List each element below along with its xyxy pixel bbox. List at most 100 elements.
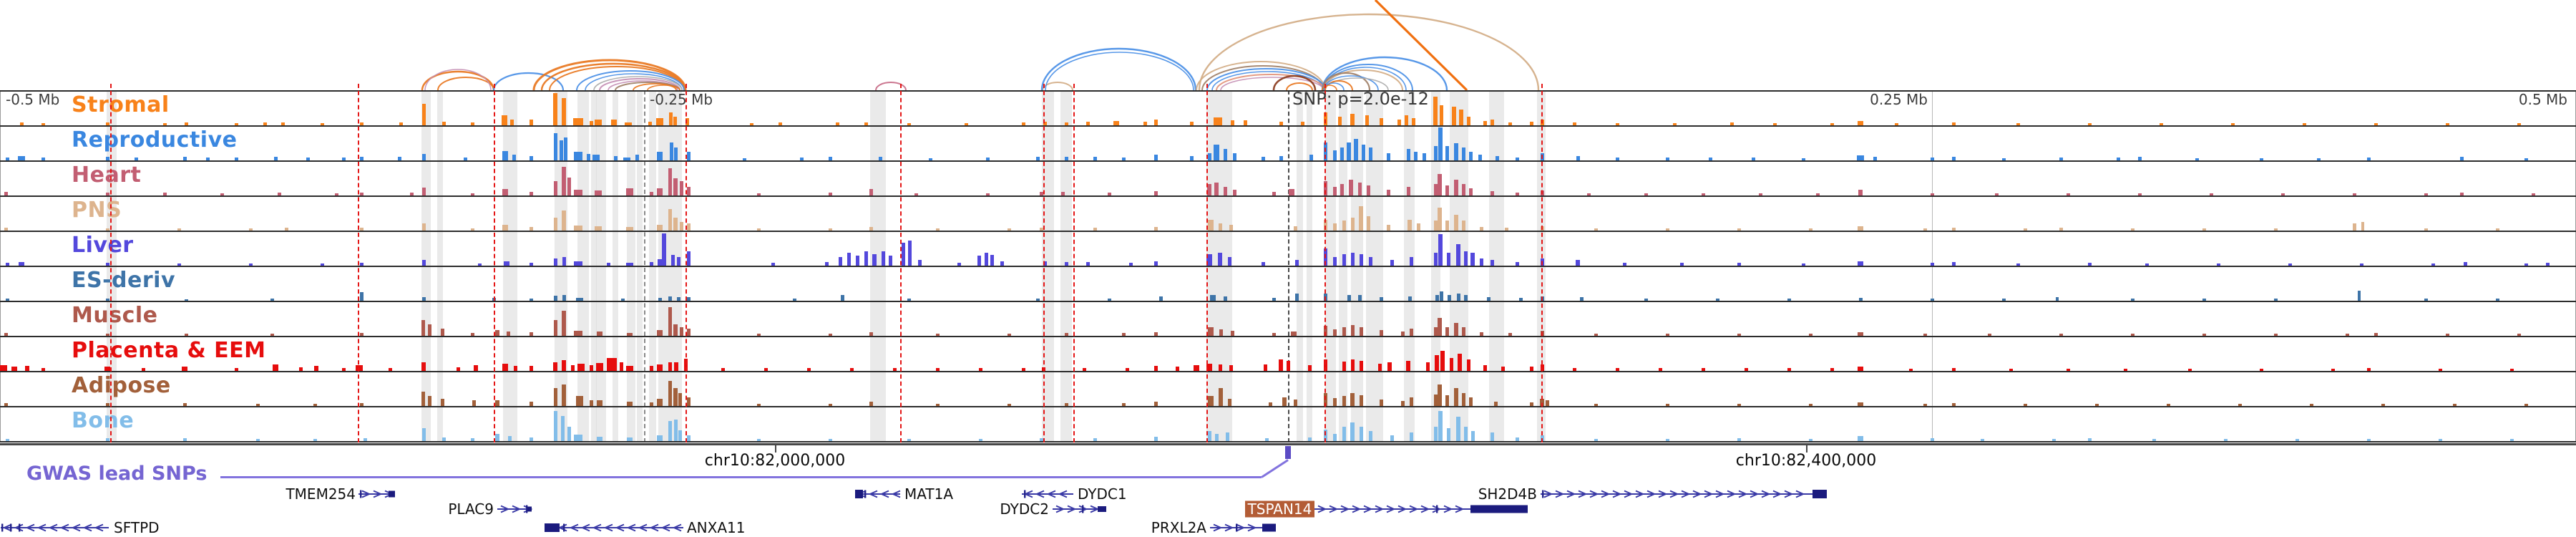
signal-peak: [1456, 294, 1460, 301]
exon-box: [1813, 490, 1827, 498]
signal-peak: [1951, 157, 1956, 160]
track-row-adipose: Adipose: [0, 371, 2576, 406]
signal-peak: [1039, 192, 1043, 195]
signal-peak: [334, 193, 338, 195]
signal-peak: [1007, 404, 1011, 406]
interaction-arcs-layer: [421, 0, 1540, 90]
signal-peak: [1808, 439, 1813, 441]
gene-dydc2: DYDC2: [1000, 500, 1106, 518]
signal-peak: [553, 320, 557, 336]
signal-peak: [1332, 329, 1337, 336]
signal-peak: [495, 434, 499, 441]
signal-peak: [1229, 365, 1233, 371]
signal-peak: [1340, 147, 1344, 160]
track-label-reproductive: Reproductive: [72, 127, 238, 153]
region-highlight-line: [900, 84, 902, 442]
signal-peak: [177, 263, 181, 266]
signal-peak: [184, 334, 188, 336]
signal-peak: [1701, 193, 1705, 195]
strand-chevron-icon: [512, 505, 522, 513]
signal-peak: [502, 115, 507, 125]
signal-peak: [1456, 244, 1460, 266]
signal-peak: [1153, 402, 1158, 406]
signal-peak: [623, 158, 630, 160]
signal-peak: [1340, 184, 1344, 195]
signal-peak: [427, 396, 431, 406]
gwas-pointer-diagonal: [1261, 459, 1289, 478]
signal-peak: [2166, 404, 2170, 406]
region-highlight-line: [686, 84, 687, 442]
interaction-arc: [437, 77, 494, 90]
track-label-bone: Bone: [72, 408, 135, 433]
signal-peak: [18, 156, 25, 160]
signal-peak: [1214, 117, 1222, 125]
signal-peak: [41, 158, 45, 160]
signal-peak: [828, 439, 832, 441]
strand-chevron-icon: [500, 505, 510, 513]
signal-peak: [668, 362, 672, 371]
interaction-arc: [1206, 68, 1326, 90]
strand-chevron-icon: [1236, 523, 1246, 532]
signal-peak: [1207, 431, 1211, 441]
signal-peak: [1594, 334, 1598, 336]
signal-peak: [792, 299, 796, 301]
signal-peak: [574, 190, 582, 195]
signal-peak: [1737, 404, 1741, 406]
strand-chevron-icon: [1612, 490, 1622, 498]
signal-peak: [2345, 334, 2349, 336]
signal-peak: [2059, 158, 2063, 160]
signal-peak: [1143, 122, 1147, 125]
strand-chevron-icon: [523, 505, 533, 513]
interaction-arc: [1040, 47, 1197, 90]
signal-peak: [529, 120, 533, 125]
signal-peak: [855, 256, 859, 266]
signal-peak: [1438, 208, 1442, 231]
signal-peak: [1043, 261, 1047, 266]
signal-peak: [2001, 158, 2006, 160]
signal-peak: [1207, 153, 1211, 160]
signal-peak: [1390, 435, 1394, 441]
signal-peak: [1064, 262, 1068, 266]
signal-peak: [673, 388, 678, 406]
signal-peak: [509, 120, 514, 125]
signal-peak: [359, 122, 364, 125]
offscreen-arc-limb: [1374, 0, 1468, 90]
signal-peak: [1350, 253, 1355, 266]
strand-chevron-icon: [82, 523, 92, 532]
signal-peak: [562, 98, 566, 125]
signal-peak: [1579, 297, 1584, 301]
signal-peak: [658, 259, 662, 266]
signal-peak: [2123, 369, 2127, 371]
signal-peak: [280, 122, 285, 125]
strand-chevron-icon: [580, 523, 590, 532]
signal-peak: [320, 123, 324, 125]
signal-peak: [1093, 157, 1097, 160]
signal-peak: [756, 334, 761, 336]
signal-peak: [2216, 263, 2220, 266]
signal-peak: [673, 218, 678, 231]
signal-peak: [1309, 155, 1313, 160]
signal-peak: [872, 254, 877, 266]
signal-peak: [2059, 228, 2063, 231]
interaction-arc: [1322, 84, 1337, 90]
signal-peak: [2495, 228, 2499, 231]
signal-peak: [1279, 359, 1283, 371]
signal-peak: [1229, 225, 1233, 231]
signal-peak: [2202, 299, 2206, 301]
signal-peak: [1125, 368, 1129, 371]
signal-peak: [1400, 332, 1405, 336]
signal-peak: [1515, 158, 1519, 160]
signal-peak: [978, 439, 982, 441]
signal-peak: [19, 262, 24, 266]
signal-peak: [105, 334, 109, 336]
signal-peak: [1409, 329, 1413, 336]
signal-peak: [2066, 193, 2070, 195]
interaction-arc: [549, 66, 685, 90]
interaction-arc: [1045, 52, 1194, 90]
strand-chevron-icon: [1329, 505, 1339, 513]
region-highlight-line: [1541, 84, 1543, 442]
exon-tick: [19, 523, 21, 532]
signal-peak: [1433, 97, 1438, 125]
signal-peak: [1447, 295, 1451, 301]
signal-peak: [756, 193, 761, 195]
